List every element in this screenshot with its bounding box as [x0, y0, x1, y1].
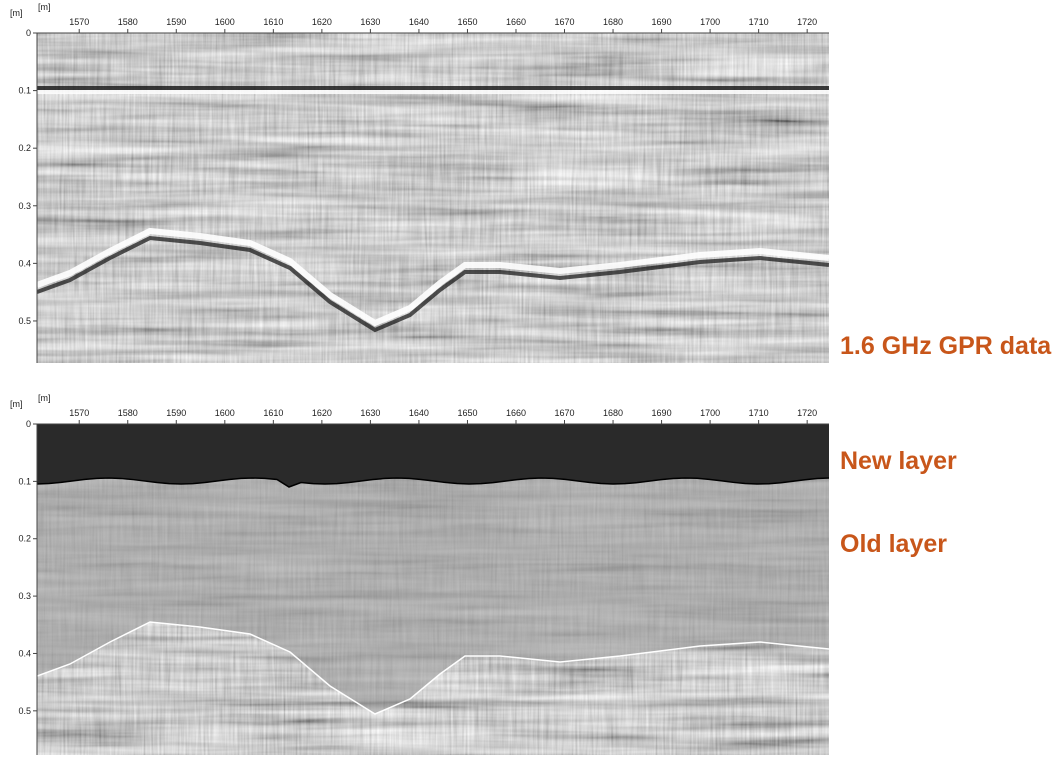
y-tick-label: 0.2	[18, 534, 31, 544]
surface-dark	[37, 86, 829, 90]
x-tick-label: 1670	[554, 17, 574, 27]
y-tick-label: 0.4	[18, 258, 31, 268]
x-tick-label: 1600	[215, 17, 235, 27]
y-tick-label: 0.3	[18, 201, 31, 211]
x-tick-label: 1690	[652, 17, 672, 27]
x-tick-label: 1610	[263, 17, 283, 27]
reflector-dark	[37, 235, 829, 333]
x-tick-label: 1660	[506, 408, 526, 418]
x-tick-label: 1600	[215, 408, 235, 418]
new-layer	[37, 424, 829, 487]
y-tick-label: 0.5	[18, 706, 31, 716]
annotation: 1.6 GHz GPR data	[840, 332, 1052, 360]
x-tick-label: 1580	[118, 408, 138, 418]
radargram-panel: [m] [m] 1570 1580 1590 1600 1610 1620 1630 1640 16…	[10, 2, 1052, 363]
y-tick-label: 0.1	[18, 86, 31, 96]
x-tick-label: 1660	[506, 17, 526, 27]
x-tick-label: 1650	[457, 408, 477, 418]
radargram-panel: [m] [m] 1570 1580 1590 1600 1610 1620 1630 1640 16…	[10, 393, 957, 755]
old-layer-flatten	[37, 478, 829, 714]
x-tick-label: 1710	[749, 17, 769, 27]
y-unit: [m]	[10, 399, 23, 409]
radargram-image	[37, 33, 829, 363]
x-tick-label: 1680	[603, 17, 623, 27]
new-layer-boundary	[37, 477, 829, 488]
x-tick-label: 1720	[797, 17, 817, 27]
old-layer-boundary	[37, 621, 829, 715]
x-tick-label: 1670	[554, 408, 574, 418]
x-tick-label: 1570	[69, 17, 89, 27]
x-tick-label: 1640	[409, 408, 429, 418]
reflector-white	[37, 227, 829, 327]
annotation: New layer	[840, 447, 957, 475]
x-tick-label: 1690	[652, 408, 672, 418]
x-tick-label: 1710	[749, 408, 769, 418]
x-tick-label: 1680	[603, 408, 623, 418]
y-tick-label: 0.1	[18, 476, 31, 486]
x-tick-label: 1610	[263, 408, 283, 418]
y-unit: [m]	[10, 8, 23, 18]
x-tick-label: 1620	[312, 17, 332, 27]
speckle	[37, 33, 829, 363]
y-tick-label: 0.3	[18, 591, 31, 601]
y-tick-label: 0.4	[18, 648, 31, 658]
annotation: Old layer	[840, 530, 947, 558]
y-tick-label: 0	[26, 419, 31, 429]
x-tick-label: 1640	[409, 17, 429, 27]
y-tick-label: 0	[26, 28, 31, 38]
radargram-image	[37, 424, 829, 755]
x-tick-label: 1700	[700, 408, 720, 418]
x-tick-label: 1570	[69, 408, 89, 418]
x-unit: [m]	[38, 2, 51, 12]
x-unit: [m]	[38, 393, 51, 403]
y-tick-label: 0.2	[18, 143, 31, 153]
x-tick-label: 1630	[360, 17, 380, 27]
x-tick-label: 1590	[166, 17, 186, 27]
x-tick-label: 1650	[457, 17, 477, 27]
x-tick-label: 1700	[700, 17, 720, 27]
y-tick-label: 0.5	[18, 316, 31, 326]
x-tick-label: 1620	[312, 408, 332, 418]
surface-bright	[37, 90, 829, 94]
x-tick-label: 1630	[360, 408, 380, 418]
x-tick-label: 1590	[166, 408, 186, 418]
x-tick-label: 1720	[797, 408, 817, 418]
x-tick-label: 1580	[118, 17, 138, 27]
